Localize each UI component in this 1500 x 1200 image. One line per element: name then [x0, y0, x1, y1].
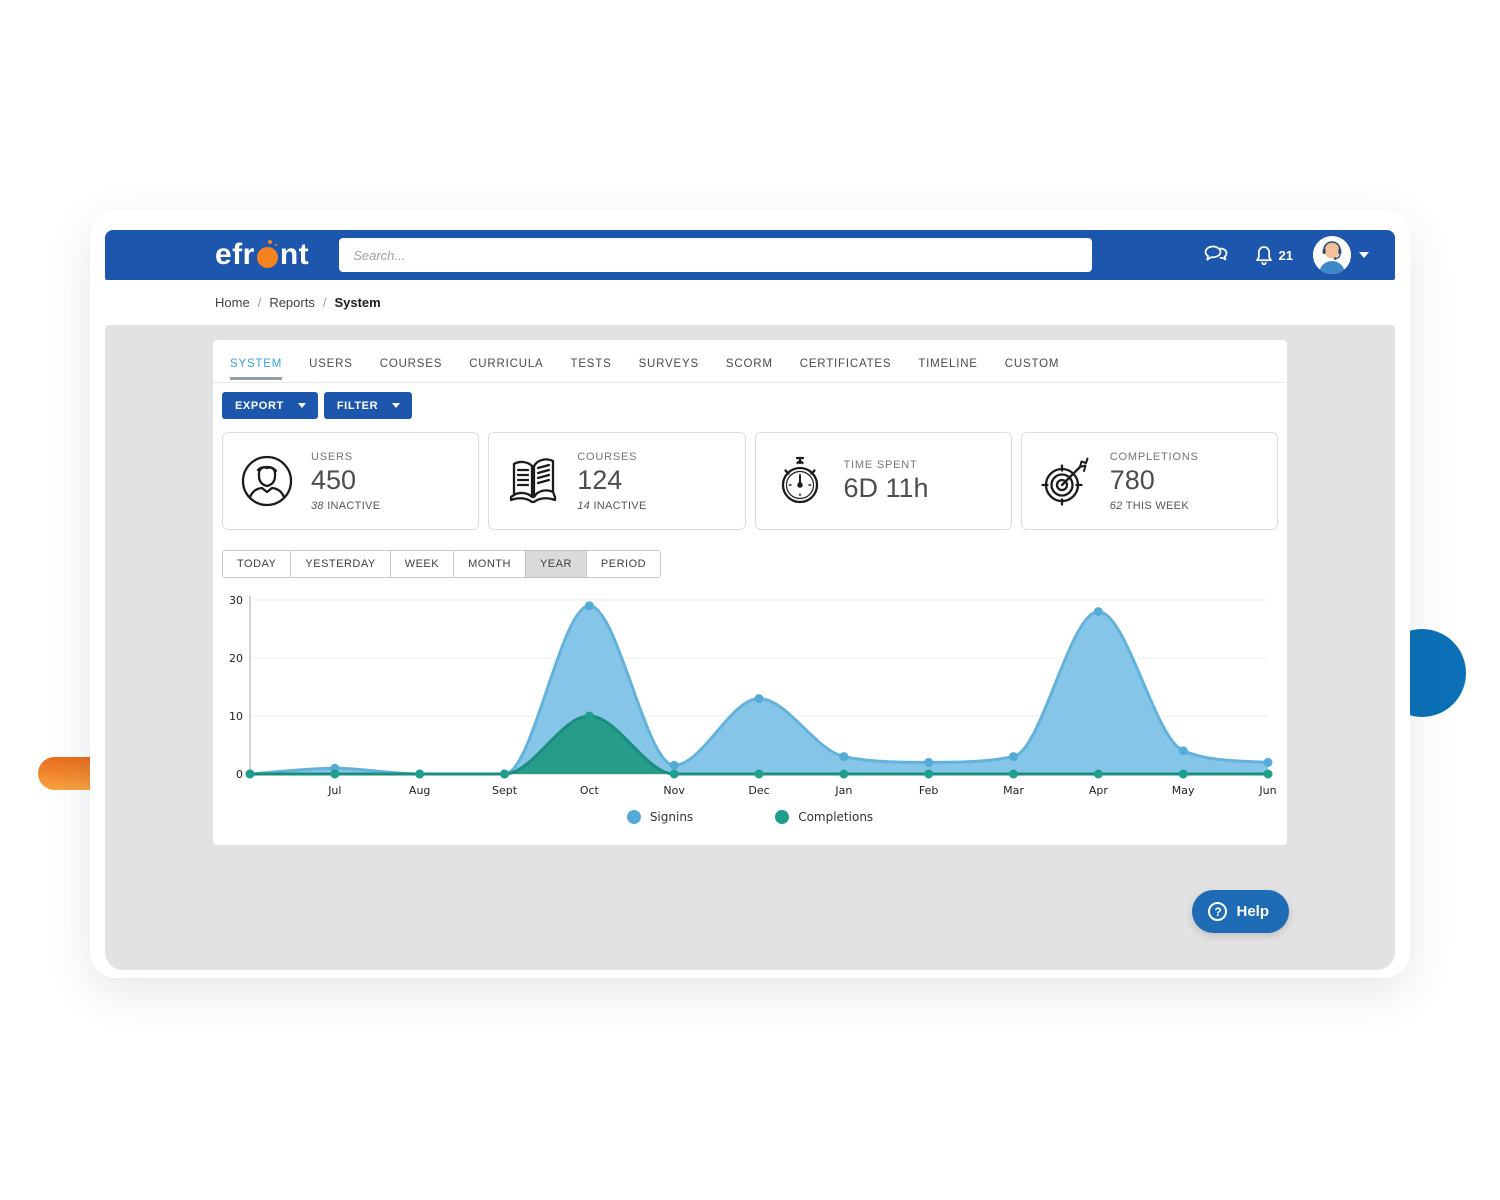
- svg-text:Nov: Nov: [663, 784, 685, 797]
- target-icon: [1038, 453, 1094, 509]
- tab-timeline[interactable]: TIMELINE: [918, 358, 978, 370]
- svg-text:Apr: Apr: [1089, 784, 1109, 797]
- export-button-label: EXPORT: [235, 399, 284, 412]
- legend-label: Completions: [798, 810, 874, 824]
- range-button-yesterday[interactable]: YESTERDAY: [290, 550, 391, 578]
- svg-text:Sept: Sept: [492, 784, 518, 797]
- breadcrumb-item-system: System: [334, 295, 381, 310]
- reports-panel: SYSTEM USERS COURSES CURRICULA TESTS SURVEYS S…: [213, 340, 1287, 845]
- tab-custom[interactable]: CUSTOM: [1004, 358, 1060, 370]
- chart-legend: Signins Completions: [213, 810, 1287, 824]
- filter-button[interactable]: FILTER: [323, 392, 413, 419]
- breadcrumb-item-reports[interactable]: Reports: [269, 295, 315, 310]
- tab-courses[interactable]: COURSES: [379, 358, 443, 370]
- user-avatar[interactable]: [1313, 236, 1351, 274]
- svg-text:Oct: Oct: [580, 784, 600, 797]
- stopwatch-icon: [772, 453, 828, 509]
- stat-value: 6D 11h: [843, 472, 929, 503]
- breadcrumb-item-home[interactable]: Home: [215, 295, 250, 310]
- export-button[interactable]: EXPORT: [222, 392, 318, 419]
- svg-text:Jul: Jul: [327, 784, 341, 797]
- notification-count-badge: 21: [1278, 247, 1293, 263]
- breadcrumb-separator: /: [322, 295, 327, 310]
- tabs-divider: [213, 382, 1287, 383]
- stat-card-users: USERS 450 38 INACTIVE: [222, 432, 480, 530]
- tab-users[interactable]: USERS: [309, 358, 353, 370]
- breadcrumb-separator: /: [257, 295, 262, 310]
- stat-sub-label: 62 THIS WEEK: [1109, 499, 1189, 512]
- range-button-year[interactable]: YEAR: [524, 550, 587, 578]
- svg-text:0: 0: [236, 768, 243, 781]
- svg-text:10: 10: [229, 710, 243, 723]
- user-icon: [239, 453, 295, 509]
- legend-dot: [775, 810, 790, 824]
- range-button-today[interactable]: TODAY: [222, 550, 292, 578]
- svg-text:Feb: Feb: [919, 784, 938, 797]
- logo-text-post: nt: [279, 238, 310, 271]
- chart-svg: 0 10 20 30 Jul Aug Sept Oct Nov Dec Jan Feb Mar Apr Ma…: [229, 594, 1277, 797]
- help-button-label: Help: [1236, 903, 1269, 920]
- chat-icon[interactable]: [1204, 245, 1229, 265]
- svg-text:May: May: [1172, 784, 1195, 797]
- stat-card-completions: COMPLETIONS 780 62 THIS WEEK: [1020, 432, 1278, 530]
- stat-label: TIME SPENT: [843, 458, 918, 471]
- range-button-week[interactable]: WEEK: [389, 550, 455, 578]
- filter-button-label: FILTER: [336, 399, 379, 412]
- content-area: SYSTEM USERS COURSES CURRICULA TESTS SURVEYS S…: [105, 325, 1395, 970]
- svg-text:Dec: Dec: [748, 784, 769, 797]
- tab-certificates[interactable]: CERTIFICATES: [799, 358, 892, 370]
- svg-text:Mar: Mar: [1003, 784, 1024, 797]
- stat-value: 780: [1109, 464, 1155, 495]
- legend-dot: [626, 810, 641, 824]
- topbar-icons: 21: [1204, 236, 1369, 274]
- stat-sub-label: 14 INACTIVE: [577, 499, 647, 512]
- svg-text:20: 20: [229, 652, 243, 665]
- stat-label: USERS: [311, 450, 353, 463]
- stat-card-courses: COURSES 124 14 INACTIVE: [488, 432, 746, 530]
- filter-caret-icon: [392, 403, 401, 408]
- tab-surveys[interactable]: SURVEYS: [638, 358, 699, 370]
- notifications-bell-icon[interactable]: 21: [1255, 245, 1293, 266]
- tab-system[interactable]: SYSTEM: [230, 358, 283, 380]
- range-button-month[interactable]: MONTH: [453, 550, 526, 578]
- range-button-period[interactable]: PERIOD: [585, 550, 662, 578]
- signins-completions-chart: 0 10 20 30 Jul Aug Sept Oct Nov Dec Jan Feb Mar Apr Ma…: [213, 586, 1287, 816]
- tab-tests[interactable]: TESTS: [570, 358, 612, 370]
- date-range-buttons: TODAY YESTERDAY WEEK MONTH YEAR PERIOD: [222, 550, 662, 578]
- book-icon: [505, 453, 561, 509]
- search-input[interactable]: [339, 238, 1093, 272]
- svg-text:Jun: Jun: [1258, 784, 1276, 797]
- stat-sub-label: 38 INACTIVE: [311, 499, 381, 512]
- legend-item-completions: Completions: [775, 810, 873, 824]
- stat-value: 450: [311, 464, 357, 495]
- tab-scorm[interactable]: SCORM: [725, 358, 773, 370]
- stat-cards: USERS 450 38 INACTIVE COURSES 124 14 INACTIVE…: [222, 432, 1278, 530]
- logo-text-pre: efr: [215, 238, 255, 271]
- stat-value: 124: [577, 464, 623, 495]
- efront-logo[interactable]: efr nt: [215, 238, 309, 272]
- report-tabs: SYSTEM USERS COURSES CURRICULA TESTS SURVEYS S…: [230, 358, 1060, 380]
- export-caret-icon: [297, 403, 306, 408]
- legend-item-signins: Signins: [626, 810, 694, 824]
- svg-text:30: 30: [229, 594, 243, 607]
- report-toolbar: EXPORT FILTER: [222, 392, 413, 419]
- svg-text:Jan: Jan: [834, 784, 852, 797]
- tab-curricula[interactable]: CURRICULA: [469, 358, 544, 370]
- help-question-icon: ?: [1208, 902, 1228, 921]
- stat-label: COURSES: [577, 450, 638, 463]
- svg-text:Aug: Aug: [409, 784, 430, 797]
- help-button[interactable]: ? Help: [1192, 890, 1289, 933]
- breadcrumb: Home / Reports / System: [215, 280, 381, 325]
- stat-label: COMPLETIONS: [1109, 450, 1199, 463]
- logo-o-icon: [256, 239, 278, 268]
- stat-card-time-spent: TIME SPENT 6D 11h: [754, 432, 1012, 530]
- profile-menu-caret-icon[interactable]: [1359, 252, 1369, 258]
- legend-label: Signins: [649, 810, 694, 824]
